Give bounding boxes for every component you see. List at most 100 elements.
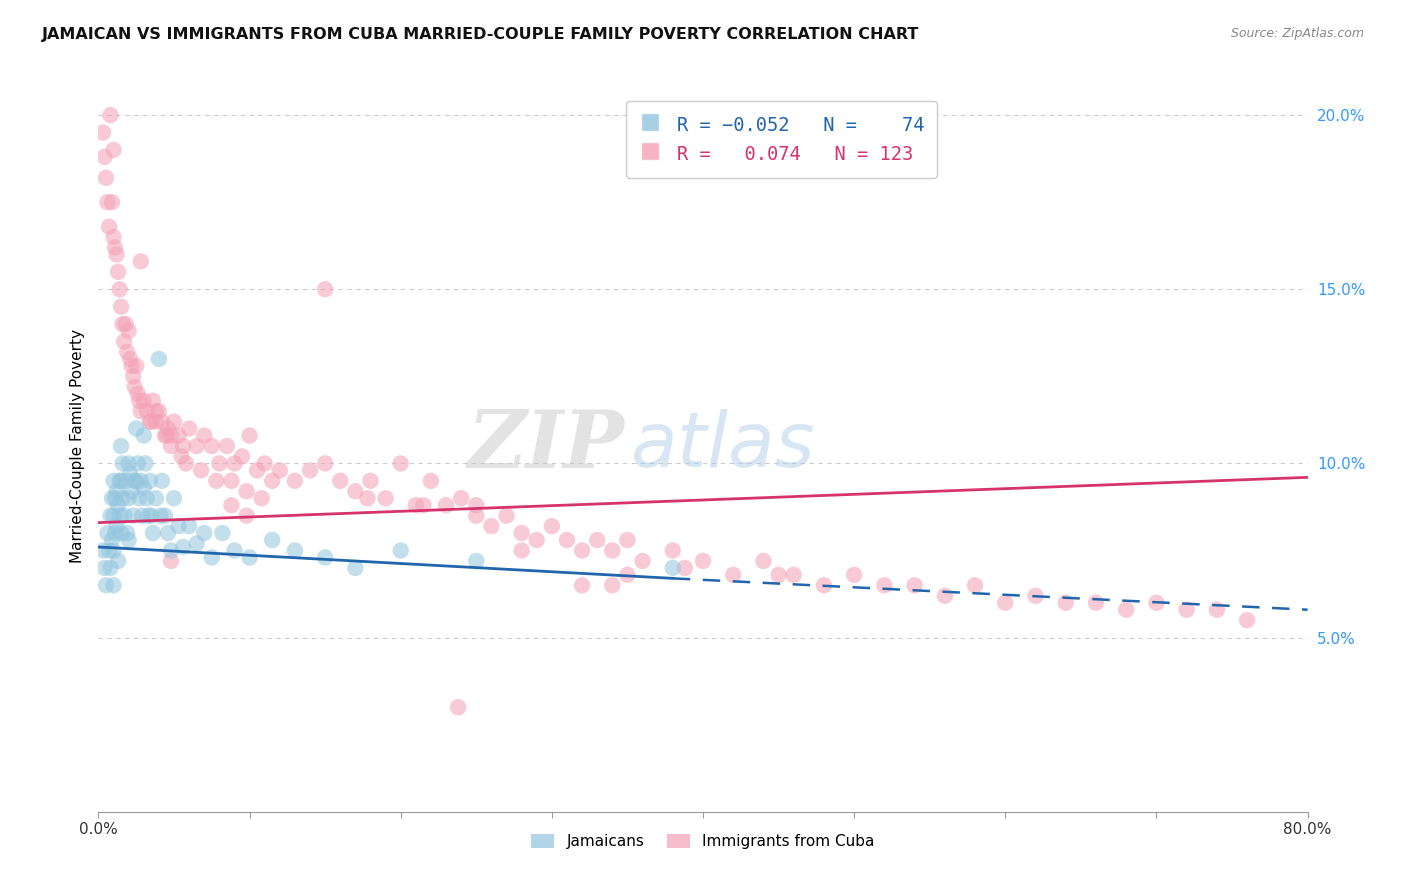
Point bbox=[107, 554, 129, 568]
Point bbox=[262, 474, 284, 488]
Point bbox=[132, 393, 155, 408]
Point bbox=[124, 474, 146, 488]
Point bbox=[752, 554, 775, 568]
Point bbox=[129, 404, 152, 418]
Point bbox=[139, 415, 162, 429]
Point bbox=[250, 491, 273, 506]
Point bbox=[104, 491, 127, 506]
Point bbox=[602, 578, 624, 592]
Point bbox=[221, 474, 243, 488]
Point bbox=[111, 457, 134, 471]
Point bbox=[224, 543, 246, 558]
Point bbox=[201, 550, 224, 565]
Point bbox=[131, 508, 153, 523]
Text: ZIP: ZIP bbox=[468, 408, 624, 484]
Point bbox=[98, 219, 121, 234]
Point bbox=[142, 393, 165, 408]
Point bbox=[1054, 596, 1077, 610]
Point bbox=[94, 170, 117, 185]
Point bbox=[465, 554, 488, 568]
Point bbox=[1144, 596, 1167, 610]
Point bbox=[405, 498, 427, 512]
Point bbox=[101, 195, 124, 210]
Point bbox=[571, 578, 593, 592]
Point bbox=[148, 404, 170, 418]
Point bbox=[412, 498, 434, 512]
Legend: Jamaicans, Immigrants from Cuba: Jamaicans, Immigrants from Cuba bbox=[526, 828, 880, 855]
Point bbox=[145, 491, 167, 506]
Point bbox=[235, 508, 257, 523]
Point bbox=[129, 254, 152, 268]
Point bbox=[103, 230, 125, 244]
Point bbox=[132, 428, 155, 442]
Point bbox=[465, 498, 488, 512]
Point bbox=[190, 463, 212, 477]
Point bbox=[121, 484, 143, 499]
Point bbox=[208, 457, 231, 471]
Point bbox=[148, 351, 170, 366]
Point bbox=[495, 508, 517, 523]
Point bbox=[160, 554, 183, 568]
Point bbox=[179, 421, 201, 435]
Point bbox=[186, 439, 208, 453]
Point bbox=[170, 450, 193, 464]
Point bbox=[215, 439, 238, 453]
Point bbox=[221, 498, 243, 512]
Point bbox=[269, 463, 291, 477]
Point bbox=[465, 508, 488, 523]
Point bbox=[193, 526, 215, 541]
Point bbox=[1024, 589, 1046, 603]
Point bbox=[103, 578, 125, 592]
Point bbox=[616, 567, 638, 582]
Point bbox=[114, 317, 136, 331]
Point bbox=[1206, 603, 1229, 617]
Text: JAMAICAN VS IMMIGRANTS FROM CUBA MARRIED-COUPLE FAMILY POVERTY CORRELATION CHART: JAMAICAN VS IMMIGRANTS FROM CUBA MARRIED… bbox=[42, 27, 920, 42]
Point bbox=[104, 240, 127, 254]
Point bbox=[115, 345, 138, 359]
Point bbox=[108, 282, 131, 296]
Point bbox=[163, 491, 186, 506]
Point bbox=[239, 428, 262, 442]
Point bbox=[239, 550, 262, 565]
Point bbox=[329, 474, 352, 488]
Point bbox=[344, 561, 367, 575]
Point bbox=[115, 526, 138, 541]
Point bbox=[103, 543, 125, 558]
Point bbox=[122, 369, 145, 384]
Point bbox=[844, 567, 866, 582]
Point bbox=[105, 484, 128, 499]
Point bbox=[121, 359, 143, 373]
Point bbox=[224, 457, 246, 471]
Point bbox=[434, 498, 457, 512]
Point bbox=[120, 467, 142, 481]
Point bbox=[135, 491, 157, 506]
Point bbox=[163, 415, 186, 429]
Point bbox=[128, 491, 150, 506]
Point bbox=[145, 404, 167, 418]
Point bbox=[118, 533, 141, 547]
Point bbox=[104, 526, 127, 541]
Point bbox=[167, 428, 190, 442]
Point bbox=[107, 498, 129, 512]
Point bbox=[105, 519, 128, 533]
Point bbox=[231, 450, 253, 464]
Point bbox=[389, 543, 412, 558]
Point bbox=[299, 463, 322, 477]
Point bbox=[661, 543, 683, 558]
Point bbox=[101, 533, 124, 547]
Point bbox=[211, 526, 233, 541]
Point bbox=[112, 508, 135, 523]
Point bbox=[205, 474, 228, 488]
Point bbox=[356, 491, 378, 506]
Point bbox=[526, 533, 548, 547]
Point bbox=[103, 143, 125, 157]
Point bbox=[314, 457, 336, 471]
Point bbox=[235, 484, 257, 499]
Point bbox=[128, 393, 150, 408]
Point bbox=[450, 491, 472, 506]
Point bbox=[873, 578, 896, 592]
Point bbox=[110, 474, 132, 488]
Point bbox=[136, 508, 159, 523]
Point bbox=[510, 526, 533, 541]
Point bbox=[174, 457, 197, 471]
